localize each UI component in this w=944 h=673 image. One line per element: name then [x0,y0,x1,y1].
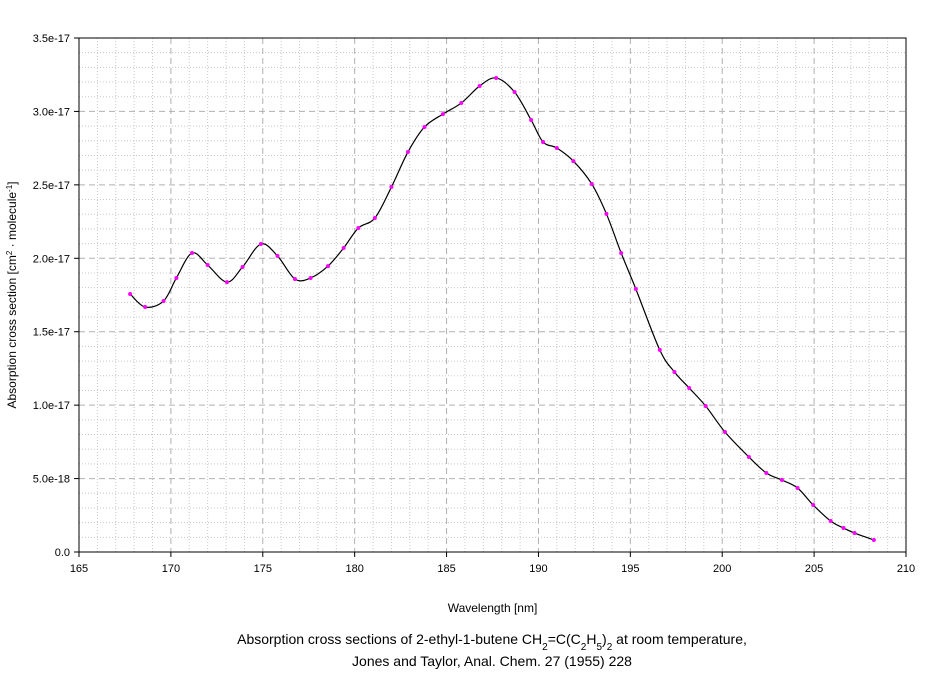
data-point [571,159,576,164]
data-point [341,246,346,251]
y-tick-label: 3.0e-17 [33,106,70,118]
data-point [190,250,195,255]
data-point [841,526,846,531]
data-point [174,275,179,280]
data-point [494,75,499,80]
x-tick-label: 190 [529,563,547,575]
y-tick-label: 0.0 [55,547,70,559]
caption-part: H [586,631,596,647]
data-point [459,101,464,106]
x-tick-label: 170 [162,563,180,575]
data-point [512,90,517,95]
data-point [161,299,166,304]
data-point [619,250,624,255]
data-line [129,77,875,541]
caption-line: Absorption cross sections of 2-ethyl-1-b… [237,631,747,653]
caption-part: 2 [607,642,613,653]
data-point [633,286,638,291]
y-axis-title-part: 2 [5,250,14,255]
y-tick-label: 3.5e-17 [33,33,70,45]
data-point [308,275,313,280]
plot-frame [78,37,907,553]
y-tick-label: 2.5e-17 [33,180,70,192]
y-axis-title-part: · molecule [5,192,19,251]
data-point [440,112,445,117]
data-point [143,305,148,310]
x-tick-label: 180 [345,563,363,575]
x-tick-label: 195 [621,563,639,575]
x-tick-label: 210 [897,563,915,575]
x-axis-title: Wavelength [nm] [448,601,538,615]
data-point [405,149,410,154]
caption-part: Absorption cross sections of 2-ethyl-1-b… [237,631,542,647]
data-point [224,280,229,285]
data-point [275,253,280,258]
data-point [240,264,245,269]
data-point [722,430,727,435]
data-point [372,216,377,221]
data-point [703,404,708,409]
caption-part: 2 [581,642,587,653]
data-point [672,369,677,374]
data-point [541,139,546,144]
y-tick-label: 2.0e-17 [33,253,70,265]
x-tick-label: 185 [437,563,455,575]
data-point [871,537,876,542]
x-tick-label: 205 [805,563,823,575]
data-point [477,84,482,89]
data-point [746,454,751,459]
data-point [258,242,263,247]
data-point [529,117,534,122]
data-point [326,264,331,269]
data-point [811,503,816,508]
data-point [422,124,427,129]
caption-part: at room temperature, [612,631,747,647]
data-point [589,181,594,186]
y-tick-label: 1.5e-17 [33,327,70,339]
y-tick-label: 1.0e-17 [33,400,70,412]
data-point [779,478,784,483]
y-axis-title-part: -1 [5,184,14,192]
data-point [795,485,800,490]
y-axis-title-part: Absorption cross section [cm [5,255,19,408]
data-point [554,145,559,150]
data-point [356,226,361,231]
x-tick-label: 175 [254,563,272,575]
caption-part: ) [602,631,607,647]
data-point [292,276,297,281]
data-point [852,531,857,536]
data-point [828,519,833,524]
y-tick-label: 5.0e-18 [33,474,70,486]
data-point [128,291,133,296]
data-point [205,263,210,268]
y-axis-title: Absorption cross section [cm2 · molecule… [5,181,20,408]
x-tick-label: 200 [713,563,731,575]
x-tick-label: 165 [70,563,88,575]
caption-part: 2 [542,642,548,653]
data-point [687,385,692,390]
data-point [657,347,662,352]
data-point [604,211,609,216]
caption-part: Jones and Taylor, Anal. Chem. 27 (1955) … [352,653,632,669]
data-point [764,470,769,475]
data-point [389,185,394,190]
caption-part: 5 [596,642,602,653]
caption-line: Jones and Taylor, Anal. Chem. 27 (1955) … [352,653,632,669]
y-axis-title-part: ] [5,181,19,184]
caption-part: =C(C [548,631,581,647]
